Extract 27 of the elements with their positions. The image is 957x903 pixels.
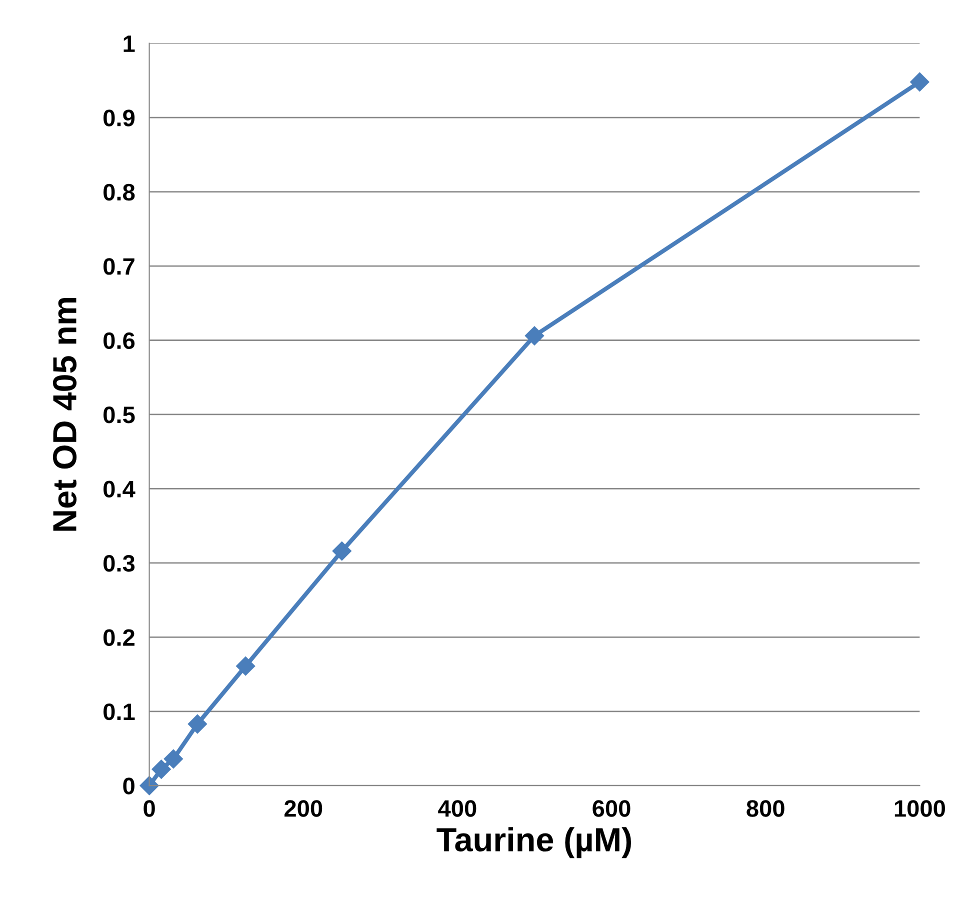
y-tick-label: 0.1: [104, 703, 135, 720]
point: [910, 72, 930, 92]
point: [188, 714, 207, 734]
y-tick-label: 0.5: [104, 406, 135, 424]
point: [524, 326, 544, 346]
y-tick-label: 0.9: [104, 110, 135, 126]
x-tick-label: 0: [144, 800, 155, 817]
point: [236, 656, 256, 676]
x-axis-title: Taurine (µM): [436, 827, 632, 858]
x-tick-label: 1000: [894, 800, 945, 817]
point: [140, 776, 159, 796]
y-tick-label: 0.8: [104, 184, 135, 201]
y-tick-label: 0.6: [104, 332, 135, 350]
x-tick-label: 200: [284, 800, 322, 817]
point: [164, 749, 183, 768]
point: [332, 542, 352, 561]
y-tick-label: 0.2: [104, 629, 134, 646]
y-axis-title: Net OD 405 nm: [52, 298, 77, 531]
y-tick-label: 0.4: [104, 480, 136, 498]
y-tick-label: 0.7: [104, 258, 134, 275]
x-tick-label: 400: [438, 800, 476, 817]
point: [152, 760, 171, 779]
y-tick-label: 1: [124, 36, 135, 52]
x-tick-label: 800: [746, 800, 784, 817]
y-tick-label: 0.3: [104, 555, 135, 572]
x-tick-label: 600: [592, 800, 630, 817]
y-tick-label: 0: [123, 778, 134, 794]
